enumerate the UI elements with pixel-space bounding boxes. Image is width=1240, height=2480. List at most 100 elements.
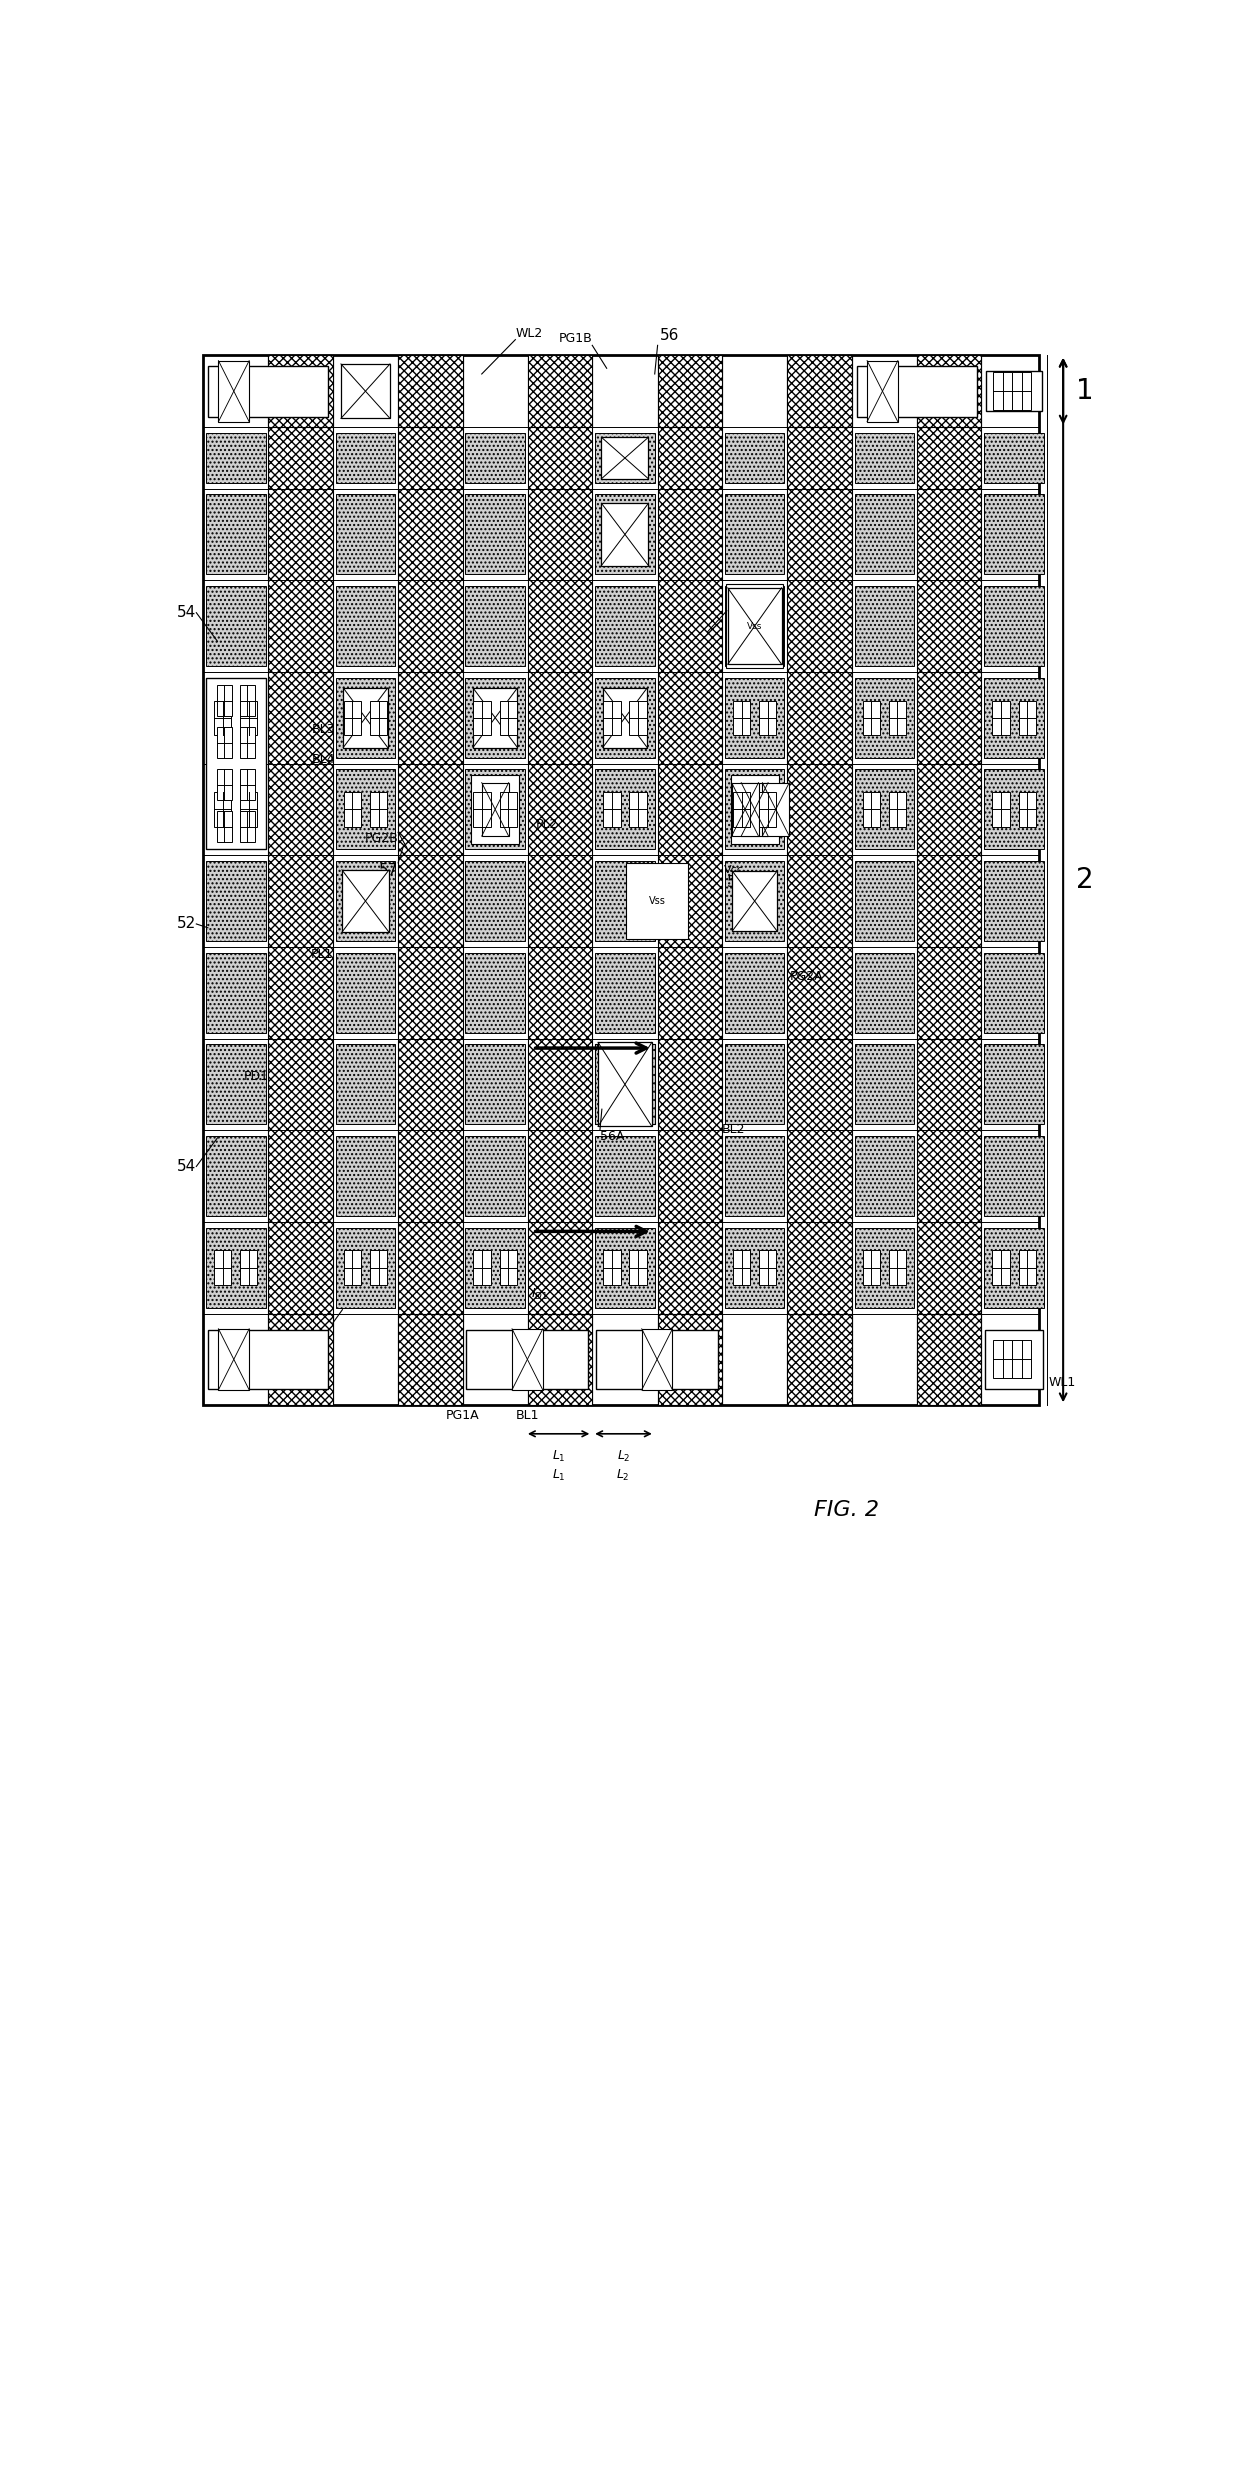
Bar bbox=[239, 769, 255, 801]
Text: PG1A: PG1A bbox=[445, 1409, 480, 1421]
Bar bbox=[528, 1314, 593, 1406]
Bar bbox=[465, 1136, 525, 1215]
Bar bbox=[336, 494, 396, 575]
Bar bbox=[603, 1250, 620, 1285]
Bar bbox=[733, 699, 750, 734]
Bar bbox=[206, 952, 265, 1032]
Text: 59: 59 bbox=[727, 875, 746, 890]
Bar bbox=[465, 494, 525, 575]
Text: PD1: PD1 bbox=[243, 1071, 268, 1084]
Text: 54: 54 bbox=[177, 605, 196, 620]
Bar bbox=[857, 365, 977, 417]
Bar bbox=[732, 784, 759, 836]
Bar bbox=[206, 677, 265, 759]
Bar bbox=[370, 791, 387, 826]
Bar bbox=[239, 811, 255, 841]
Text: 58: 58 bbox=[727, 595, 746, 610]
Text: 54: 54 bbox=[177, 1158, 196, 1173]
Bar bbox=[985, 952, 1044, 1032]
Bar bbox=[787, 355, 852, 427]
Bar bbox=[993, 1339, 1012, 1379]
Text: BL1: BL1 bbox=[516, 1409, 539, 1421]
Bar bbox=[206, 769, 265, 851]
Text: 56: 56 bbox=[660, 327, 680, 342]
Text: $L_1$: $L_1$ bbox=[552, 1448, 565, 1463]
Bar bbox=[1012, 372, 1032, 409]
Text: 56A: 56A bbox=[600, 1131, 624, 1143]
Bar bbox=[992, 699, 1009, 734]
Text: WL1: WL1 bbox=[1049, 1376, 1076, 1389]
Bar bbox=[206, 1044, 265, 1123]
Bar bbox=[787, 1314, 852, 1406]
Bar bbox=[218, 1329, 249, 1389]
Bar bbox=[595, 1044, 655, 1123]
Bar bbox=[918, 355, 982, 1406]
Bar bbox=[854, 494, 914, 575]
Bar bbox=[725, 583, 784, 667]
Bar bbox=[206, 677, 265, 851]
Bar bbox=[474, 791, 491, 826]
Bar bbox=[603, 699, 620, 734]
Text: WL2: WL2 bbox=[516, 327, 543, 340]
Bar bbox=[595, 769, 655, 851]
Bar bbox=[398, 355, 463, 1406]
Bar bbox=[465, 585, 525, 667]
Bar bbox=[630, 1250, 646, 1285]
Bar bbox=[398, 355, 463, 427]
Bar bbox=[759, 699, 776, 734]
Bar bbox=[742, 784, 768, 836]
Bar bbox=[465, 769, 525, 851]
Text: $I_{D1}$: $I_{D1}$ bbox=[531, 1287, 548, 1302]
Bar bbox=[657, 1314, 722, 1406]
Bar bbox=[500, 791, 517, 826]
Text: $I_{D2}$: $I_{D2}$ bbox=[608, 1096, 625, 1111]
Bar bbox=[725, 677, 785, 759]
Bar bbox=[595, 494, 655, 575]
Bar bbox=[854, 861, 914, 940]
Bar bbox=[336, 952, 396, 1032]
Bar bbox=[863, 791, 880, 826]
Bar bbox=[725, 585, 785, 667]
Bar bbox=[241, 699, 258, 734]
Bar bbox=[500, 1250, 517, 1285]
Bar bbox=[595, 585, 655, 667]
Bar bbox=[217, 769, 232, 801]
Bar bbox=[985, 494, 1044, 575]
Text: PD2: PD2 bbox=[614, 518, 639, 531]
Bar bbox=[595, 1228, 655, 1307]
Bar bbox=[725, 434, 785, 484]
Bar bbox=[466, 1329, 589, 1389]
Bar bbox=[218, 360, 249, 422]
Bar bbox=[863, 699, 880, 734]
Bar bbox=[985, 1228, 1044, 1307]
Bar bbox=[215, 791, 232, 826]
Bar bbox=[759, 791, 776, 826]
Text: Vcc: Vcc bbox=[724, 866, 744, 875]
Text: $L_1$: $L_1$ bbox=[552, 1468, 565, 1483]
Bar bbox=[733, 870, 777, 930]
Bar bbox=[657, 355, 722, 427]
Bar bbox=[985, 1136, 1044, 1215]
Bar bbox=[759, 1250, 776, 1285]
Bar bbox=[336, 1228, 396, 1307]
Bar bbox=[763, 784, 789, 836]
Bar bbox=[465, 952, 525, 1032]
Bar bbox=[985, 677, 1044, 759]
Bar bbox=[626, 863, 688, 940]
Bar bbox=[854, 1136, 914, 1215]
Bar bbox=[985, 769, 1044, 851]
Bar bbox=[512, 1329, 543, 1389]
Text: $L_2$: $L_2$ bbox=[616, 1448, 630, 1463]
Bar bbox=[601, 436, 649, 479]
Bar bbox=[268, 355, 332, 1406]
Bar bbox=[725, 1044, 785, 1123]
Text: FIG. 2: FIG. 2 bbox=[815, 1500, 879, 1520]
Bar bbox=[206, 1228, 265, 1307]
Bar bbox=[336, 585, 396, 667]
Bar bbox=[206, 494, 265, 575]
Bar bbox=[343, 687, 388, 746]
Bar bbox=[918, 1314, 982, 1406]
Bar bbox=[481, 784, 508, 836]
Text: 52: 52 bbox=[177, 918, 196, 932]
Bar bbox=[725, 952, 785, 1032]
